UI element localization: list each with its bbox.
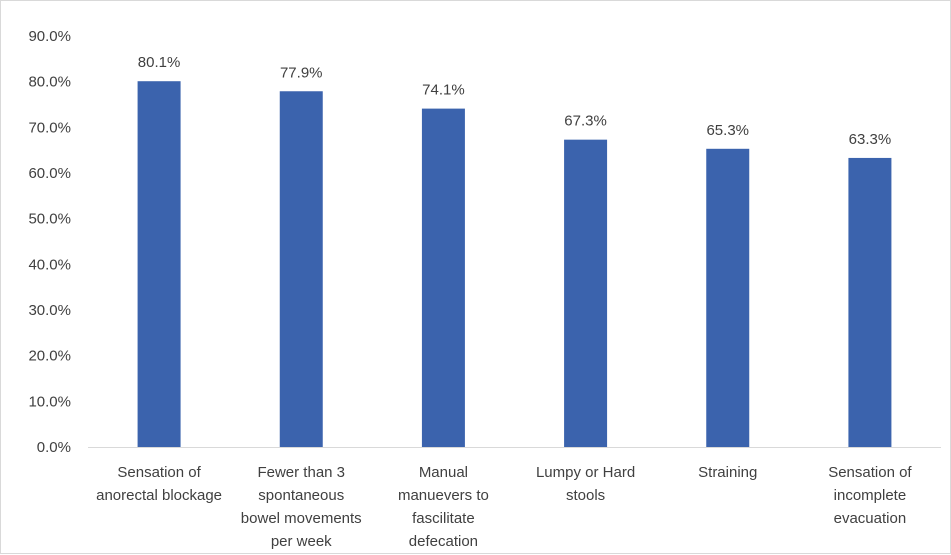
category-label-line: fascilitate [412, 510, 475, 527]
category-label: Manual manuevers to fascilitate defecation [398, 464, 489, 550]
x-axis: Sensation of anorectal blockage Fewer than… [96, 464, 912, 550]
bar [706, 148, 750, 447]
y-tick-label: 60.0% [28, 165, 71, 182]
category-label-line: Manual [419, 464, 468, 481]
category-label-line: Lumpy or Hard [536, 464, 635, 481]
bar [848, 157, 892, 447]
data-label: 74.1% [422, 82, 465, 99]
category-label-line: bowel movements [241, 510, 362, 527]
category-label: Lumpy or Hard stools [536, 464, 635, 504]
category-label-line: manuevers to [398, 487, 489, 504]
y-axis: 0.0% 10.0% 20.0% 30.0% 40.0% 50.0% 60.0% 70.0% 8… [28, 28, 71, 456]
y-tick-label: 10.0% [28, 393, 71, 410]
y-tick-label: 30.0% [28, 302, 71, 319]
category-label: Sensation of incomplete evacuation [828, 464, 912, 527]
data-label: 77.9% [280, 64, 323, 81]
y-tick-label: 40.0% [28, 256, 71, 273]
y-tick-label: 0.0% [37, 439, 71, 456]
category-label-line: spontaneous [258, 487, 344, 504]
category-label-line: Fewer than 3 [257, 464, 345, 481]
data-label: 80.1% [138, 54, 181, 71]
data-label: 67.3% [564, 113, 607, 130]
bar [279, 91, 323, 448]
category-label-line: stools [566, 487, 605, 504]
category-label-line: defecation [409, 533, 478, 550]
category-label-line: per week [271, 533, 332, 550]
data-labels: 80.1% 77.9% 74.1% 67.3% 65.3% 63.3% [138, 54, 891, 148]
data-label: 63.3% [849, 131, 892, 148]
category-label-line: Sensation of [828, 464, 912, 481]
bar [564, 139, 608, 447]
y-tick-label: 70.0% [28, 119, 71, 136]
category-label: Straining [698, 464, 757, 481]
bar [421, 108, 465, 448]
category-label-line: anorectal blockage [96, 487, 222, 504]
category-label-line: evacuation [834, 510, 907, 527]
data-label: 65.3% [706, 122, 749, 139]
y-tick-label: 90.0% [28, 28, 71, 45]
y-tick-label: 50.0% [28, 211, 71, 228]
category-label: Fewer than 3 spontaneous bowel movements pe… [241, 464, 362, 550]
y-tick-label: 80.0% [28, 74, 71, 91]
category-label-line: Sensation of [117, 464, 201, 481]
bar [137, 81, 181, 448]
y-tick-label: 20.0% [28, 348, 71, 365]
bars [137, 81, 892, 448]
category-label: Sensation of anorectal blockage [96, 464, 222, 504]
category-label-line: incomplete [834, 487, 907, 504]
category-label-line: Straining [698, 464, 757, 481]
